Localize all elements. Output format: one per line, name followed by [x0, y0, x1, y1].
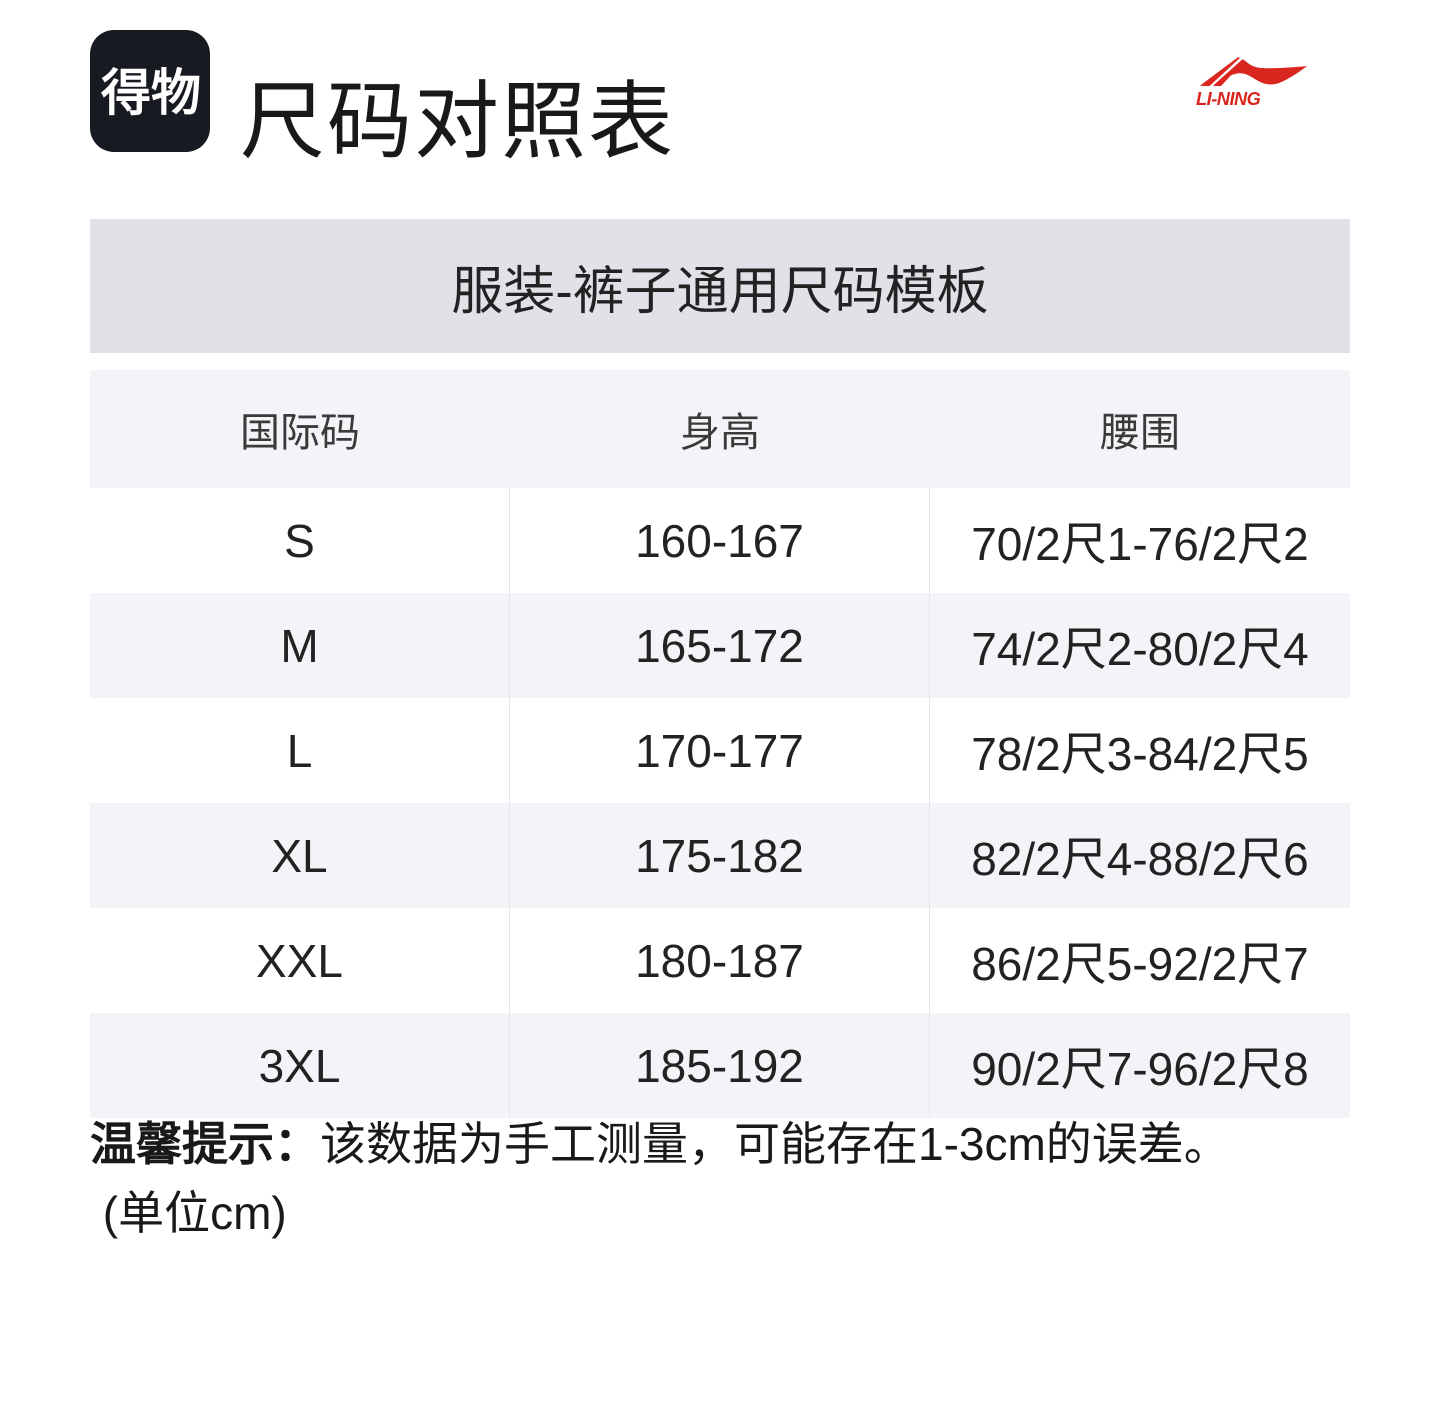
svg-text:得物: 得物	[101, 65, 201, 121]
svg-text:LI-NING: LI-NING	[1196, 89, 1261, 109]
